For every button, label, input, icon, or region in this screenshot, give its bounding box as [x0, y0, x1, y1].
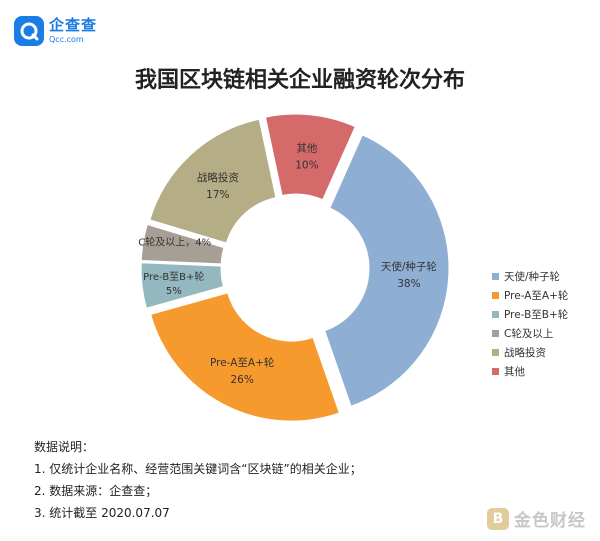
logo-url: Qcc.com [49, 35, 84, 44]
notes-heading: 数据说明： [34, 440, 95, 454]
legend-label: 战略投资 [504, 347, 546, 359]
slice-pre-a至a-轮 [150, 292, 340, 422]
slice-category-label: 天使/种子轮 [381, 260, 438, 273]
slice-category-label: 战略投资 [197, 171, 239, 184]
slice-战略投资 [149, 118, 277, 244]
legend-label: 天使/种子轮 [504, 271, 561, 283]
slice-c轮及以上 [140, 223, 225, 265]
legend-label: Pre-B至B+轮 [504, 309, 569, 321]
legend-item: Pre-B至B+轮 [492, 305, 568, 324]
slice-category-label: Pre-A至A+轮 [210, 356, 275, 369]
slice-value-label: 17% [206, 189, 229, 201]
legend-item: 天使/种子轮 [492, 267, 568, 286]
qcc-logo: 企查查 Qcc.com [14, 16, 97, 46]
notes-item: 2. 数据来源：企查查； [34, 484, 158, 498]
logo-name: 企查查 [49, 16, 98, 34]
legend-swatch [492, 368, 499, 375]
slice-value-label: 10% [295, 160, 318, 172]
slice-pre-b至b-轮 [140, 262, 225, 309]
watermark-icon: B [487, 507, 509, 530]
watermark: B 金色财经 [487, 506, 586, 531]
slice-天使-种子轮 [324, 134, 450, 407]
legend-swatch [492, 273, 499, 280]
slice-其他 [264, 113, 356, 201]
watermark-text: 金色财经 [514, 511, 586, 531]
slice-category-label: Pre-B至B+轮 [143, 270, 204, 283]
slice-category-label: 其他 [296, 142, 317, 155]
qcc-logo-icon [14, 16, 44, 46]
notes-item: 1. 仅统计企业名称、经营范围关键词含“区块链”的相关企业； [34, 462, 362, 476]
legend-label: C轮及以上 [504, 328, 554, 340]
legend-item: 战略投资 [492, 343, 568, 362]
slice-category-label: C轮及以上，4% [138, 236, 211, 249]
legend-label: Pre-A至A+轮 [504, 290, 569, 302]
slice-value-label: 26% [231, 374, 254, 386]
legend-item: 其他 [492, 362, 568, 381]
legend-swatch [492, 292, 499, 299]
legend-item: C轮及以上 [492, 324, 568, 343]
slice-value-label: 38% [397, 278, 420, 290]
legend-swatch [492, 349, 499, 356]
legend-item: Pre-A至A+轮 [492, 286, 568, 305]
legend-swatch [492, 330, 499, 337]
data-notes: 数据说明： 1. 仅统计企业名称、经营范围关键词含“区块链”的相关企业； 2. … [34, 436, 362, 524]
chart-legend: 天使/种子轮 Pre-A至A+轮 Pre-B至B+轮 C轮及以上战略投资其他 [492, 267, 568, 381]
slice-label: C轮及以上，4% [138, 236, 211, 249]
chart-title: 我国区块链相关企业融资轮次分布 [134, 68, 465, 93]
slice-value-label: 5% [166, 286, 182, 297]
legend-swatch [492, 311, 499, 318]
notes-item: 3. 统计截至 2020.07.07 [34, 506, 170, 520]
legend-label: 其他 [504, 366, 525, 378]
slice-label: Pre-B至B+轮 5% [143, 270, 204, 297]
